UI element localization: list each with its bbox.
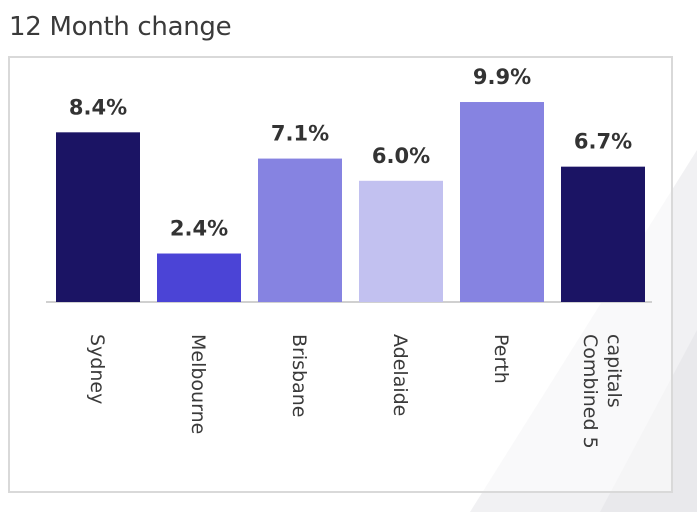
bar-1 [157,253,241,302]
category-label-5: Combined 5 capitals [579,334,625,449]
data-label-1: 2.4% [170,217,228,241]
bar-3 [359,180,443,302]
category-label-4: Perth [490,334,512,384]
category-label-5-line-1: capitals [603,334,625,408]
bar-5 [561,166,645,302]
chart-title: 12 Month change [9,12,232,42]
category-label-2-line-0: Brisbane [288,334,310,417]
data-label-4: 9.9% [473,65,531,89]
category-label-0: Sydney [86,334,108,404]
data-label-5: 6.7% [574,130,632,154]
category-label-1: Melbourne [187,334,209,434]
category-label-0-line-0: Sydney [86,334,108,404]
category-label-3: Adelaide [389,334,411,416]
category-label-4-line-0: Perth [490,334,512,384]
data-label-0: 8.4% [69,95,127,119]
bar-4 [460,102,544,303]
data-label-3: 6.0% [372,144,430,168]
bar-2 [258,158,342,302]
data-label-2: 7.1% [271,122,329,146]
bar-0 [56,132,140,302]
category-label-5-line-0: Combined 5 [579,334,601,449]
category-label-2: Brisbane [288,334,310,417]
category-label-1-line-0: Melbourne [187,334,209,434]
category-label-3-line-0: Adelaide [389,334,411,416]
